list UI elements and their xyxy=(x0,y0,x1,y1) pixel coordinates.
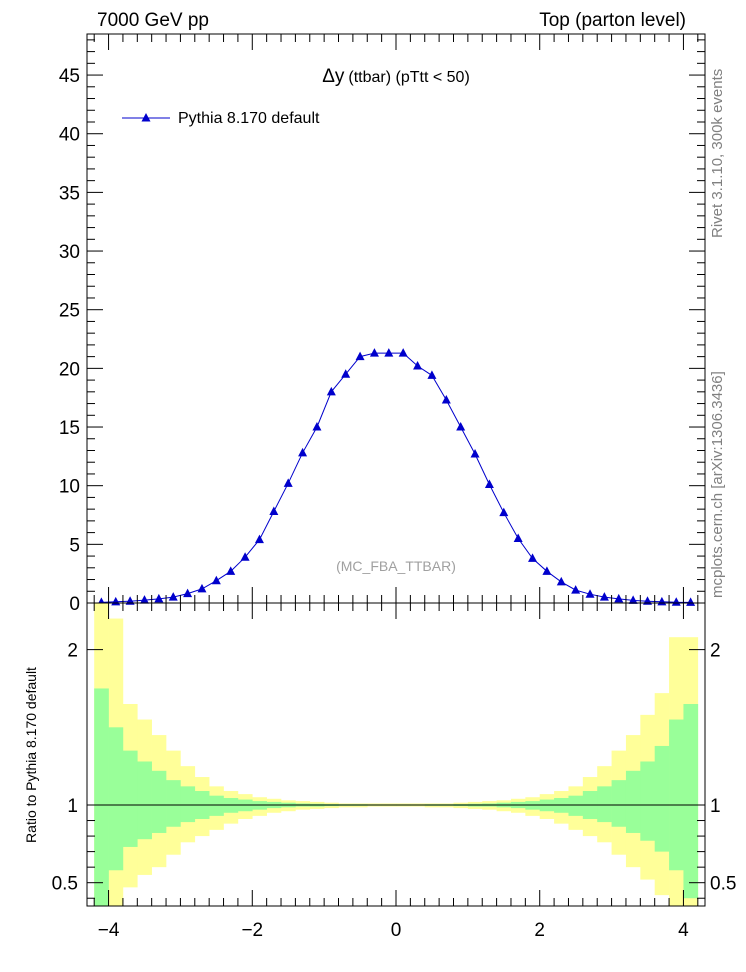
main-y-tick-label: 25 xyxy=(59,301,80,322)
ratio-bands xyxy=(94,603,699,906)
data-point xyxy=(671,597,681,606)
ratio-y-tick-label-right: 1 xyxy=(710,796,721,817)
band-inner-bin xyxy=(669,719,684,871)
data-point xyxy=(542,566,552,575)
band-inner-bin xyxy=(180,786,196,823)
main-y-tick-label: 0 xyxy=(69,594,80,615)
process-label: Top (parton level) xyxy=(539,10,686,31)
data-point xyxy=(427,370,437,379)
data-point xyxy=(341,369,351,378)
band-inner-bin xyxy=(108,727,124,871)
data-point xyxy=(139,595,149,604)
data-point xyxy=(154,593,164,603)
main-y-tick-label: 5 xyxy=(69,535,80,556)
ratio-y-tick-label: 2 xyxy=(67,641,78,662)
band-inner-bin xyxy=(137,761,152,840)
main-series xyxy=(96,348,696,606)
x-tick-label: 0 xyxy=(391,920,402,941)
data-point xyxy=(240,552,250,561)
legend: Pythia 8.170 default xyxy=(122,110,320,127)
band-inner-bin xyxy=(209,795,224,816)
x-tick-label: −4 xyxy=(98,920,120,941)
data-point xyxy=(211,575,221,585)
data-point xyxy=(513,533,523,542)
data-point xyxy=(528,553,538,562)
main-axis-ticks: 0 5 10 15 20 25 30 35 40 45 xyxy=(59,34,705,615)
main-y-tick-label: 20 xyxy=(59,359,80,380)
band-inner-bin xyxy=(122,750,138,847)
data-point xyxy=(269,506,279,515)
band-inner-bin xyxy=(166,780,181,827)
data-point xyxy=(441,395,451,404)
ratio-axis-ticks: 0.5 0.5 1 1 2 2 −4 −2 0 2 4 xyxy=(52,603,736,941)
data-point xyxy=(168,592,178,601)
main-panel: 0 5 10 15 20 25 30 35 40 45 Δy (ttbar) (pTtt < 50)… xyxy=(59,33,706,615)
main-y-tick-label: 45 xyxy=(59,66,80,87)
data-point xyxy=(312,422,322,431)
data-point xyxy=(599,592,609,601)
data-point xyxy=(614,593,624,603)
rivet-label: Rivet 3.1.10, 300k events xyxy=(709,69,726,238)
band-inner-bin xyxy=(597,786,612,823)
data-point xyxy=(556,576,566,586)
ratio-y-tick-label: 1 xyxy=(67,796,78,817)
data-point xyxy=(197,583,207,593)
main-y-tick-label: 40 xyxy=(59,125,80,146)
data-point xyxy=(355,351,365,361)
data-point xyxy=(226,566,236,575)
x-tick-label: 2 xyxy=(534,920,545,941)
data-point xyxy=(499,507,509,517)
data-point xyxy=(369,348,379,357)
main-y-tick-label: 15 xyxy=(59,418,80,439)
mcplots-label: mcplots.cern.ch [arXiv:1306.3436] xyxy=(709,371,726,598)
ratio-y-tick-label-right: 0.5 xyxy=(710,874,736,895)
band-inner-bin xyxy=(625,770,641,833)
data-point xyxy=(326,386,336,396)
main-y-tick-label: 35 xyxy=(59,183,80,204)
band-inner-bin xyxy=(151,770,167,833)
data-point xyxy=(298,447,308,457)
data-point xyxy=(657,596,667,606)
plot-title-symbol: Δy xyxy=(322,66,345,87)
band-inner-bin xyxy=(611,780,627,827)
data-point xyxy=(283,478,293,487)
band-inner-bin xyxy=(94,688,109,906)
band-inner-bin xyxy=(568,795,584,816)
legend-label: Pythia 8.170 default xyxy=(178,110,320,127)
energy-label: 7000 GeV pp xyxy=(97,10,209,31)
analysis-watermark: (MC_FBA_TTBAR) xyxy=(336,558,456,574)
data-point xyxy=(456,422,466,431)
data-point xyxy=(628,595,638,604)
band-inner-bin xyxy=(640,761,655,841)
ratio-y-tick-label: 0.5 xyxy=(52,874,78,895)
data-point xyxy=(484,479,494,489)
main-y-tick-label: 10 xyxy=(59,477,80,498)
data-point xyxy=(398,348,408,357)
ratio-ylabel: Ratio to Pythia 8.170 default xyxy=(23,667,39,843)
data-point xyxy=(470,449,480,458)
data-point xyxy=(384,348,394,357)
ratio-y-tick-label-right: 2 xyxy=(710,641,721,662)
ratio-frame xyxy=(86,602,706,907)
band-inner-bin xyxy=(654,745,670,852)
plot-title: Δy (ttbar) (pTtt < 50) xyxy=(322,66,470,87)
data-point xyxy=(254,534,264,544)
legend-marker xyxy=(141,113,151,122)
ratio-panel: 0.5 0.5 1 1 2 2 −4 −2 0 2 4 Ratio to Pythia 8.170 … xyxy=(23,602,736,941)
main-y-tick-label: 30 xyxy=(59,242,80,263)
plot-title-text: (ttbar) (pTtt < 50) xyxy=(348,69,469,86)
data-point xyxy=(111,596,121,606)
data-point xyxy=(686,597,696,606)
data-point xyxy=(585,589,595,598)
data-point xyxy=(413,361,423,370)
band-inner-bin xyxy=(683,704,699,899)
data-point xyxy=(571,585,581,594)
x-tick-label: −2 xyxy=(241,920,263,941)
data-point xyxy=(183,588,193,598)
x-tick-label: 4 xyxy=(678,920,689,941)
